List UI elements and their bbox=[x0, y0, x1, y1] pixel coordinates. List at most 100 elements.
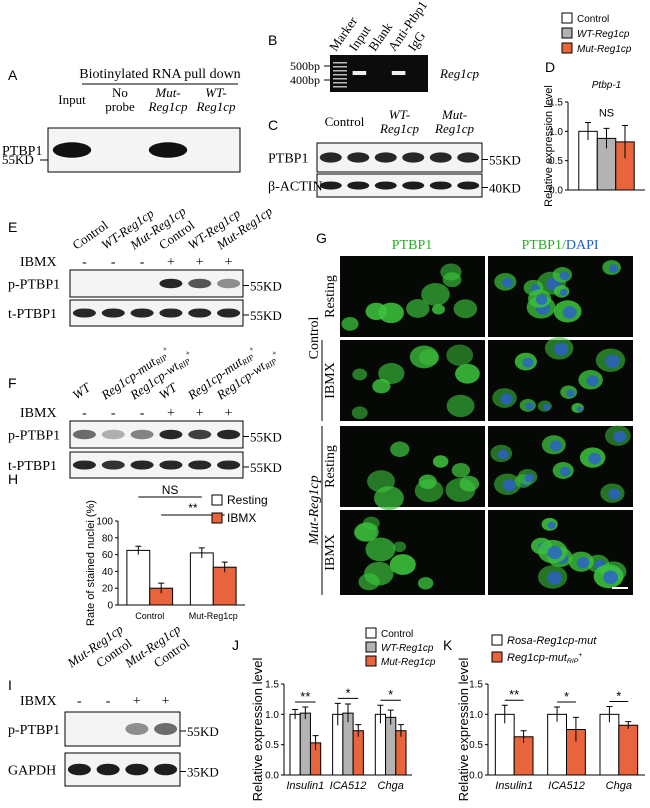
condition-label: IBMX bbox=[323, 362, 338, 399]
panel-letter: H bbox=[8, 471, 18, 487]
blot-band bbox=[347, 152, 370, 163]
nucleus bbox=[559, 466, 571, 477]
cell-signal bbox=[455, 363, 480, 384]
ladder-band bbox=[333, 74, 347, 76]
legend-label: Mut-Reg1cp bbox=[577, 44, 632, 55]
cell-signal bbox=[440, 263, 462, 281]
nucleus bbox=[554, 342, 569, 356]
size-marker: 55KD bbox=[250, 308, 282, 323]
x-tick-label: Chga bbox=[606, 780, 632, 792]
treatment-sign: + bbox=[133, 694, 141, 709]
cell-signal bbox=[406, 299, 430, 318]
lane-label: WT bbox=[70, 379, 94, 402]
legend-swatch bbox=[365, 641, 377, 653]
blot-band bbox=[101, 460, 125, 470]
x-tick-label: Control bbox=[135, 611, 164, 621]
bar bbox=[395, 730, 407, 776]
legend-label: Mut-Reg1cp bbox=[381, 657, 436, 668]
cell-signal bbox=[378, 362, 405, 384]
lane-label-sup: + bbox=[270, 348, 280, 358]
nucleus bbox=[605, 354, 620, 368]
blot-band bbox=[159, 429, 183, 440]
nucleus bbox=[525, 402, 534, 410]
blot-band bbox=[374, 181, 397, 190]
y-axis-label: Relative expression level bbox=[456, 657, 471, 801]
blot-band bbox=[374, 152, 397, 163]
nucleus bbox=[549, 440, 562, 452]
lane-label: Reg1cp bbox=[148, 99, 188, 114]
bar bbox=[385, 716, 397, 776]
blot-band bbox=[217, 460, 241, 470]
nucleus bbox=[543, 403, 551, 411]
error-bar bbox=[585, 122, 592, 141]
blot-band bbox=[148, 142, 188, 158]
significance: * bbox=[388, 687, 393, 702]
cell-signal bbox=[378, 302, 404, 324]
legend-swatch bbox=[491, 634, 503, 646]
significance: ** bbox=[300, 689, 310, 704]
nucleus bbox=[608, 264, 619, 273]
y-axis-label: Rate of stained nuclei (%) bbox=[85, 500, 97, 626]
row-label: GAPDH bbox=[8, 764, 56, 779]
cell-signal bbox=[351, 406, 368, 420]
row-label: PTBP1 bbox=[268, 152, 308, 167]
cell-signal bbox=[409, 345, 439, 369]
group-label: Control bbox=[307, 317, 322, 360]
nucleus bbox=[566, 389, 575, 397]
cell-signal bbox=[453, 299, 478, 319]
y-tick-label: 1.0 bbox=[549, 127, 563, 138]
nucleus bbox=[576, 406, 583, 412]
row-label: t-PTBP1 bbox=[8, 459, 57, 474]
lane-label: Reg1cp bbox=[196, 99, 236, 114]
legend-label: Resting bbox=[227, 493, 268, 507]
blot-band bbox=[188, 308, 212, 318]
bar bbox=[599, 713, 620, 776]
legend-swatch bbox=[491, 651, 503, 663]
micrograph bbox=[340, 256, 485, 337]
cell-signal bbox=[446, 344, 474, 366]
lane-label: Mut- bbox=[154, 85, 180, 100]
blot-band bbox=[457, 181, 480, 190]
error-bar bbox=[520, 730, 527, 743]
treatment-sign: - bbox=[82, 255, 87, 270]
size-marker: 55KD bbox=[187, 724, 219, 739]
row-label: p-PTBP1 bbox=[8, 429, 60, 444]
cell-signal bbox=[365, 537, 396, 562]
blot-band bbox=[154, 763, 178, 776]
error-bar bbox=[334, 702, 341, 726]
panel-letter: C bbox=[268, 117, 278, 133]
blot-band bbox=[101, 429, 125, 440]
significance: * bbox=[345, 685, 350, 700]
legend-swatch bbox=[211, 494, 223, 506]
treatment-label: IBMX bbox=[20, 406, 57, 421]
x-tick-label: ICA512 bbox=[330, 780, 367, 792]
lane-label: WT- bbox=[205, 85, 226, 100]
cell-signal bbox=[451, 462, 471, 478]
y-tick-label: 1.5 bbox=[265, 680, 279, 691]
blot-row bbox=[316, 142, 483, 173]
blot-band bbox=[188, 460, 212, 470]
y-tick-label: 1.0 bbox=[265, 710, 279, 721]
y-tick-label: 80 bbox=[102, 533, 114, 544]
legend-label-text: Reg1cp-mut bbox=[507, 652, 568, 664]
row-label: p-PTBP1 bbox=[8, 278, 60, 293]
legend-swatch bbox=[211, 512, 223, 524]
lane-label: Control bbox=[325, 114, 365, 129]
error-bar bbox=[501, 704, 508, 724]
legend-label: Reg1cp-mutRIP+ bbox=[507, 652, 582, 665]
blot-band bbox=[217, 429, 241, 440]
cell-signal bbox=[389, 554, 416, 575]
error-bar bbox=[387, 709, 394, 725]
cell-signal bbox=[341, 316, 359, 331]
blot-row bbox=[69, 299, 244, 327]
bar bbox=[352, 730, 364, 776]
cell-signal bbox=[432, 304, 445, 315]
bar bbox=[189, 552, 214, 606]
blot-band bbox=[72, 460, 96, 470]
nucleus bbox=[608, 488, 621, 500]
blot-row bbox=[316, 173, 483, 198]
ladder-band bbox=[333, 82, 347, 84]
blot-band bbox=[72, 429, 96, 440]
y-tick-label: 1.5 bbox=[469, 680, 483, 691]
ladder-band bbox=[333, 78, 347, 80]
